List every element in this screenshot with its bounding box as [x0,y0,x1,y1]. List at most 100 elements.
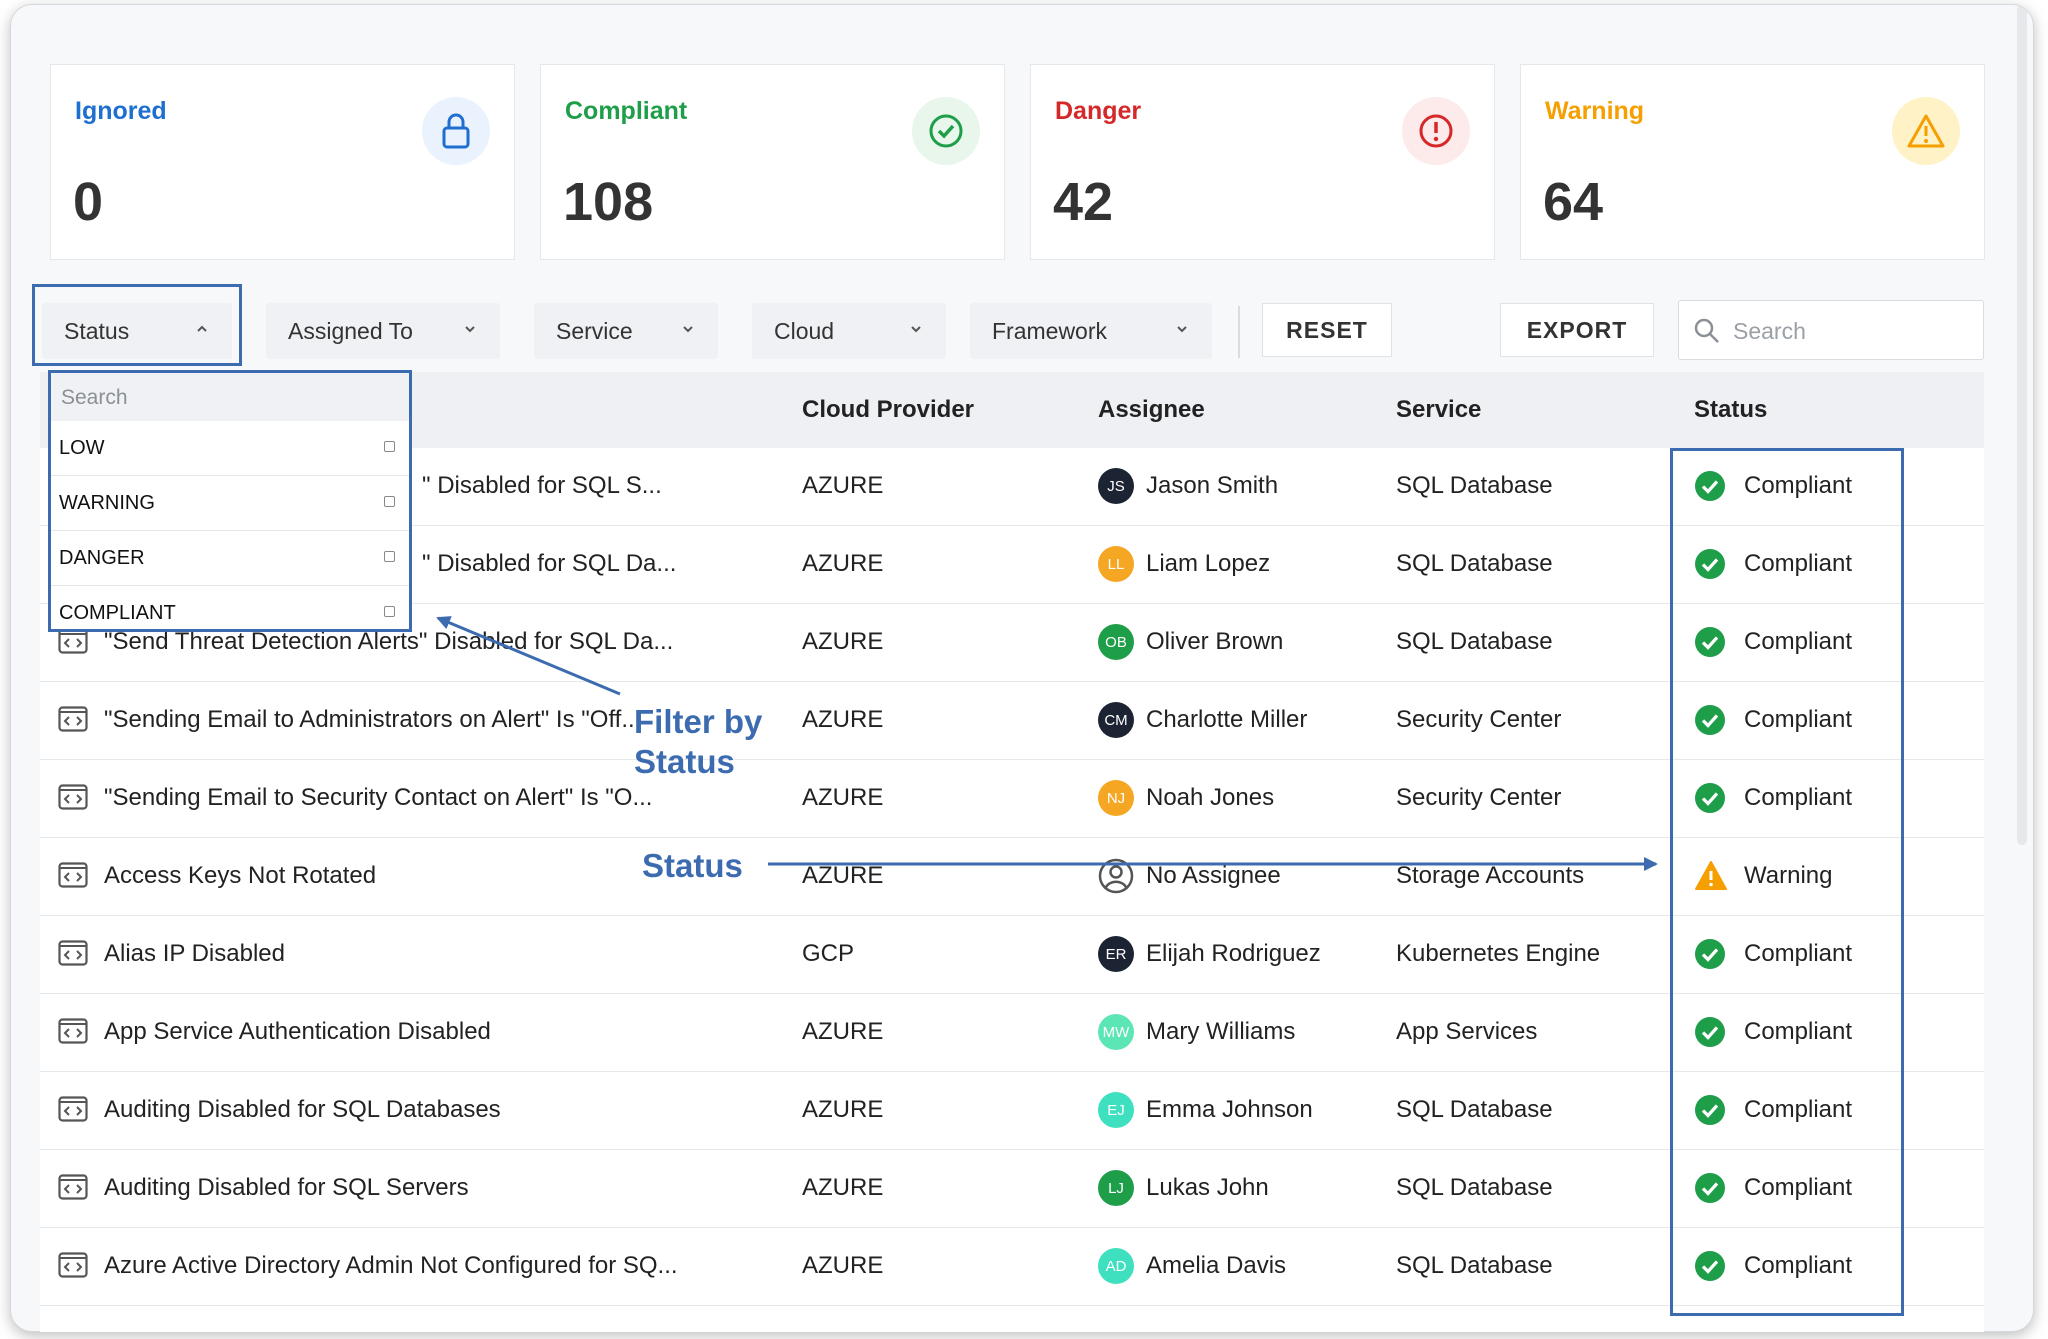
table-row[interactable]: Access Keys Not Rotated AZURE No Assignee S… [40,838,1984,916]
lock-icon [422,97,490,165]
assignee-name: Emma Johnson [1146,1096,1313,1123]
card-danger[interactable]: Danger 42 [1030,64,1495,260]
avatar-initials: CM [1104,711,1128,729]
header-cloud-provider[interactable]: Cloud Provider [802,396,975,423]
finding-name[interactable]: " Disabled for SQL Da... [422,550,677,577]
assignee-name: Charlotte Miller [1146,706,1308,733]
annotation-filter-line2: Status [634,743,735,780]
card-warning[interactable]: Warning 64 [1520,64,1985,260]
option-checkbox[interactable] [384,606,395,617]
assignee-name: Lukas John [1146,1174,1269,1201]
reset-button[interactable]: RESET [1262,303,1392,357]
filter-status[interactable]: Status [42,303,232,359]
table-row[interactable]: " Disabled for SQL S... AZURE JS Jason Smit… [40,448,1984,526]
status-label: Compliant [1744,550,1853,577]
code-icon [58,940,88,966]
avatar-initials: NJ [1106,789,1126,807]
status-filter-dropdown: LOW WARNING DANGER COMPLIANT [48,370,412,632]
avatar: ER [1098,936,1134,972]
avatar: NJ [1098,780,1134,816]
finding-name[interactable]: App Service Authentication Disabled [104,1018,491,1045]
warning-icon [1694,860,1727,892]
option-checkbox[interactable] [384,441,395,452]
status-label: Compliant [1744,1174,1853,1201]
finding-name[interactable]: " Disabled for SQL S... [422,472,662,499]
check-circle-icon [1694,548,1726,580]
toolbar-divider [1238,306,1240,358]
avatar: AD [1098,1248,1134,1284]
finding-name[interactable]: Access Keys Not Rotated [104,862,377,889]
code-icon [58,784,88,810]
avatar-initials: LL [1107,555,1125,573]
avatar: OB [1098,624,1134,660]
filter-cloud-label: Cloud [774,317,835,344]
table-row[interactable]: Auditing Disabled for SQL Servers AZURE LJ… [40,1150,1984,1228]
code-icon [58,1018,88,1044]
status-label: Warning [1744,862,1833,889]
table-row[interactable]: Alias IP Disabled GCP ER Elijah Rodriguez Ku… [40,916,1984,994]
finding-name[interactable]: "Sending Email to Security Contact on Al… [104,784,653,811]
avatar: LL [1098,546,1134,582]
export-button[interactable]: EXPORT [1500,303,1654,357]
filter-cloud[interactable]: Cloud [752,303,946,359]
table-row[interactable]: "Sending Email to Security Contact on Al… [40,760,1984,838]
finding-name[interactable]: Auditing Disabled for SQL Servers [104,1174,469,1201]
cloud-provider: AZURE [802,550,884,577]
page-scrollbar[interactable] [2017,5,2027,845]
status-label: Compliant [1744,628,1853,655]
service-name: SQL Database [1396,472,1553,499]
dropdown-option-warning[interactable]: WARNING [51,476,409,531]
assignee-name: Oliver Brown [1146,628,1284,655]
table-row[interactable]: Auditing Disabled for SQL Databases AZURE… [40,1072,1984,1150]
table-row[interactable]: "Send Threat Detection Alerts" Disabled … [40,604,1984,682]
card-ignored[interactable]: Ignored 0 [50,64,515,260]
card-compliant[interactable]: Compliant 108 [540,64,1005,260]
cloud-provider: AZURE [802,1018,884,1045]
avatar-initials: LJ [1108,1179,1124,1197]
code-icon [58,706,88,732]
check-circle-icon [1694,1016,1726,1048]
table-row[interactable]: Azure Active Directory Admin Not Configu… [40,1228,1984,1306]
status-label: Compliant [1744,940,1853,967]
option-checkbox[interactable] [384,551,395,562]
status-filter-highlight-box [32,284,242,366]
finding-name[interactable]: Azure Active Directory Admin Not Configu… [104,1252,678,1279]
search-box [1678,300,1984,360]
table-row[interactable]: App Service Authentication Disabled AZURE… [40,994,1984,1072]
dropdown-option-compliant[interactable]: COMPLIANT [51,586,409,641]
service-name: SQL Database [1396,628,1553,655]
filter-framework[interactable]: Framework [970,303,1212,359]
search-input[interactable] [1731,311,1975,351]
finding-name[interactable]: "Sending Email to Administrators on Aler… [104,706,642,733]
code-icon [58,862,88,888]
dropdown-option-low[interactable]: LOW [51,421,409,476]
option-checkbox[interactable] [384,496,395,507]
dropdown-option-danger[interactable]: DANGER [51,531,409,586]
table-row[interactable]: "Sending Email to Administrators on Aler… [40,682,1984,760]
finding-name[interactable]: "Send Threat Detection Alerts" Disabled … [104,628,674,655]
table-row[interactable]: " Disabled for SQL Da... AZURE LL Liam Lope… [40,526,1984,604]
check-circle-icon [1694,782,1726,814]
finding-name[interactable]: Alias IP Disabled [104,940,285,967]
finding-name[interactable]: Auditing Disabled for SQL Databases [104,1096,501,1123]
filter-service[interactable]: Service [534,303,718,359]
dropdown-search-input[interactable] [59,381,393,415]
card-label: Warning [1545,97,1645,125]
check-circle-icon [912,97,980,165]
filter-assigned-to[interactable]: Assigned To [266,303,500,359]
assignee-name: Jason Smith [1146,472,1279,499]
header-status[interactable]: Status [1694,396,1768,423]
assignee-name: Amelia Davis [1146,1252,1287,1279]
service-name: SQL Database [1396,1174,1553,1201]
findings-table: Cloud Provider Assignee Service Status "… [40,372,1984,1332]
header-service[interactable]: Service [1396,396,1482,423]
cloud-provider: AZURE [802,1174,884,1201]
card-value: 108 [563,172,654,232]
status-column-highlight-box [1670,448,1904,1316]
header-assignee[interactable]: Assignee [1098,396,1205,423]
service-name: SQL Database [1396,550,1553,577]
user-placeholder-icon [1098,858,1134,894]
cloud-provider: AZURE [802,784,884,811]
cloud-provider: AZURE [802,1096,884,1123]
status-label: Compliant [1744,706,1853,733]
